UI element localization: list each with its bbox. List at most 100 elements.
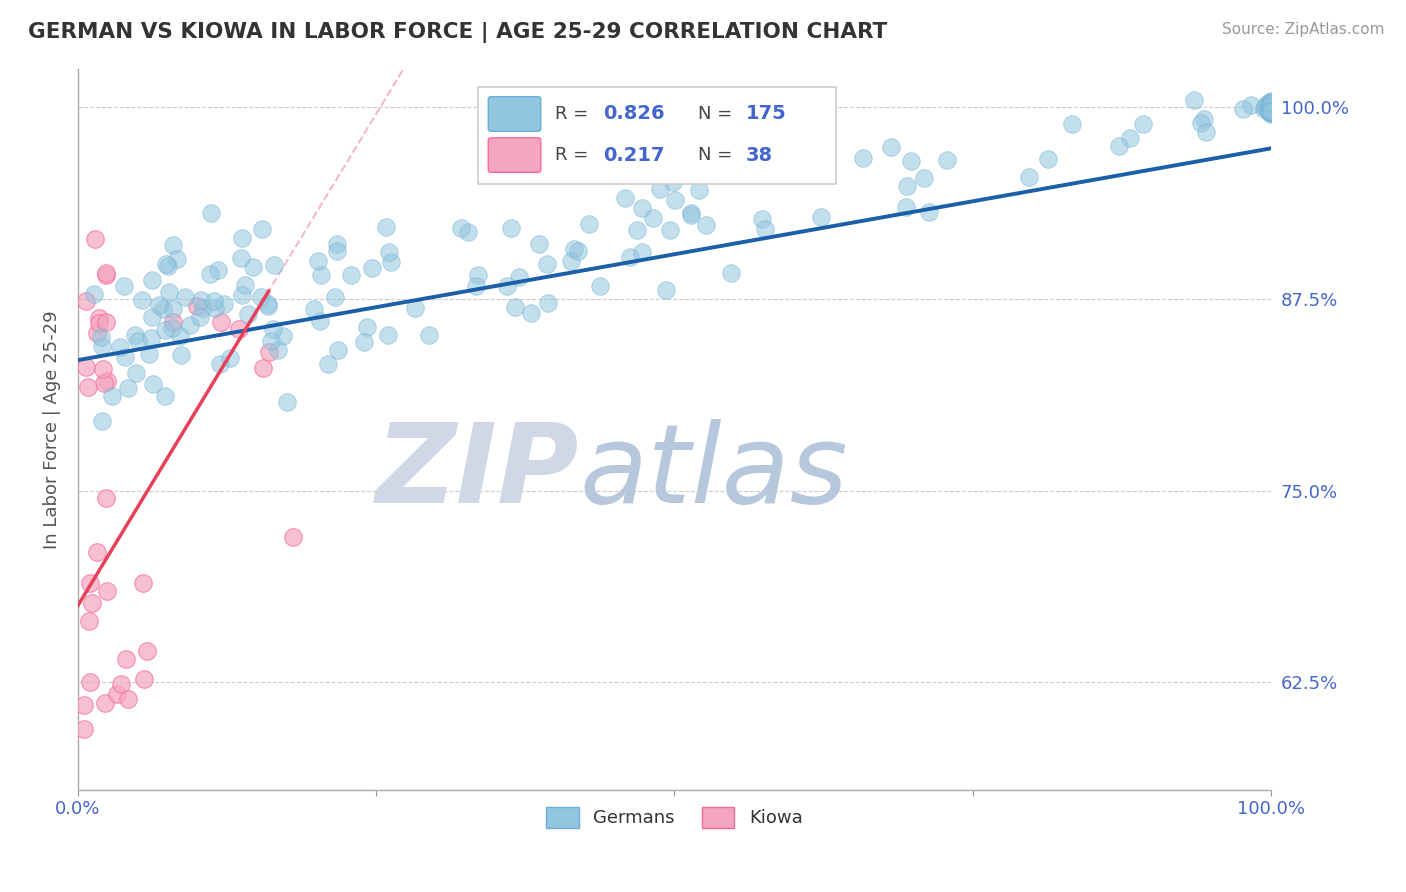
Point [325, 290, 347, 304]
Text: R =: R = [555, 105, 595, 123]
Point [353, 335, 375, 350]
Point [496, 279, 519, 293]
Point [93, 376, 115, 391]
Point [1260, 97, 1282, 112]
Point [537, 296, 560, 310]
Legend: Germans, Kiowa: Germans, Kiowa [538, 800, 810, 835]
Point [1254, 97, 1277, 112]
Point [75, 294, 97, 309]
Point [450, 220, 472, 235]
Point [127, 334, 149, 348]
Point [380, 254, 402, 268]
Point [174, 289, 197, 303]
Point [96, 266, 118, 280]
Point [77, 380, 100, 394]
Point [614, 191, 637, 205]
Point [1260, 97, 1282, 112]
Point [94, 268, 117, 282]
Point [1260, 98, 1282, 112]
Point [125, 367, 148, 381]
Point [1232, 103, 1254, 117]
Point [91, 362, 114, 376]
Point [114, 351, 136, 365]
Point [1260, 101, 1282, 115]
Point [105, 687, 128, 701]
Point [754, 221, 776, 235]
Point [90, 339, 112, 353]
Point [681, 208, 703, 222]
Point [309, 268, 332, 282]
Point [1258, 98, 1281, 112]
Point [499, 221, 522, 235]
Point [91, 414, 114, 428]
Point [879, 139, 901, 153]
Point [110, 677, 132, 691]
Text: R =: R = [555, 146, 595, 164]
Point [271, 329, 294, 343]
Point [1132, 117, 1154, 131]
Point [307, 254, 329, 268]
Point [218, 351, 240, 365]
Point [233, 278, 256, 293]
Point [169, 328, 191, 343]
Point [1189, 116, 1212, 130]
Point [155, 256, 177, 270]
Text: GERMAN VS KIOWA IN LABOR FORCE | AGE 25-29 CORRELATION CHART: GERMAN VS KIOWA IN LABOR FORCE | AGE 25-… [28, 22, 887, 44]
Point [1062, 117, 1084, 131]
Point [1260, 97, 1282, 112]
Point [688, 184, 710, 198]
Point [124, 327, 146, 342]
Point [142, 376, 165, 391]
Point [560, 254, 582, 268]
Point [139, 331, 162, 345]
Point [262, 322, 284, 336]
Point [162, 238, 184, 252]
Point [86, 545, 108, 559]
Point [252, 360, 274, 375]
Point [695, 219, 717, 233]
Point [155, 389, 177, 403]
Text: atlas: atlas [579, 419, 848, 526]
Point [1260, 104, 1282, 119]
Point [249, 289, 271, 303]
Point [378, 244, 401, 259]
Point [810, 211, 832, 225]
Point [1260, 95, 1282, 109]
Point [170, 348, 193, 362]
Point [664, 194, 686, 208]
Point [464, 279, 486, 293]
Point [404, 301, 426, 316]
Point [84, 232, 107, 246]
Point [96, 583, 118, 598]
Point [567, 244, 589, 259]
Point [204, 301, 226, 315]
Point [200, 206, 222, 220]
Point [852, 151, 875, 165]
Point [316, 357, 339, 371]
Point [212, 297, 235, 311]
Point [96, 491, 118, 505]
Point [267, 343, 290, 358]
Point [94, 696, 117, 710]
Point [912, 170, 935, 185]
Point [711, 145, 734, 159]
Point [132, 673, 155, 687]
Text: 175: 175 [747, 104, 787, 123]
Point [918, 205, 941, 219]
Point [662, 175, 685, 189]
Point [578, 217, 600, 231]
Point [643, 211, 665, 225]
FancyBboxPatch shape [488, 96, 541, 131]
Point [1260, 100, 1282, 114]
Point [619, 250, 641, 264]
Point [159, 285, 181, 300]
Point [326, 244, 349, 258]
Point [1260, 97, 1282, 112]
Point [257, 299, 280, 313]
Point [1119, 131, 1142, 145]
Point [148, 298, 170, 312]
Point [1260, 95, 1282, 110]
Point [231, 288, 253, 302]
Point [1260, 103, 1282, 118]
Text: Source: ZipAtlas.com: Source: ZipAtlas.com [1222, 22, 1385, 37]
